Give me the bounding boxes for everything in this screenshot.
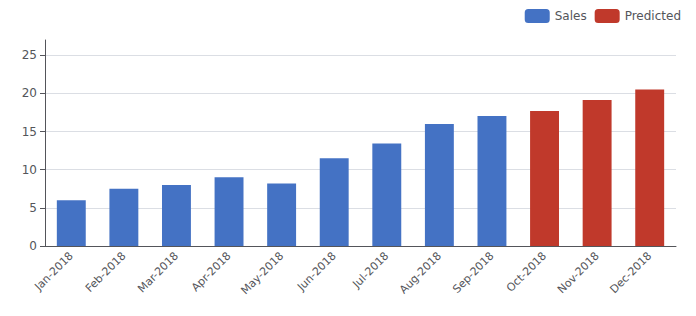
svg-text:May-2018: May-2018	[239, 249, 287, 297]
svg-text:10: 10	[22, 163, 37, 177]
svg-text:15: 15	[22, 125, 37, 139]
svg-text:Jul-2018: Jul-2018	[350, 249, 392, 291]
svg-text:Oct-2018: Oct-2018	[504, 249, 549, 294]
svg-text:Mar-2018: Mar-2018	[135, 249, 181, 295]
svg-text:25: 25	[22, 48, 37, 62]
svg-text:Apr-2018: Apr-2018	[189, 249, 234, 294]
svg-text:Sep-2018: Sep-2018	[450, 249, 496, 295]
svg-text:Jan-2018: Jan-2018	[31, 249, 75, 293]
svg-text:Predicted: Predicted	[625, 9, 681, 23]
svg-text:Jun-2018: Jun-2018	[294, 249, 339, 294]
svg-text:5: 5	[29, 201, 37, 215]
svg-text:Sales: Sales	[555, 9, 587, 23]
svg-text:Feb-2018: Feb-2018	[83, 249, 129, 295]
svg-text:Nov-2018: Nov-2018	[555, 249, 602, 296]
svg-text:Dec-2018: Dec-2018	[608, 249, 655, 296]
svg-text:20: 20	[22, 86, 37, 100]
svg-text:0: 0	[29, 239, 37, 253]
svg-text:Aug-2018: Aug-2018	[397, 249, 444, 296]
